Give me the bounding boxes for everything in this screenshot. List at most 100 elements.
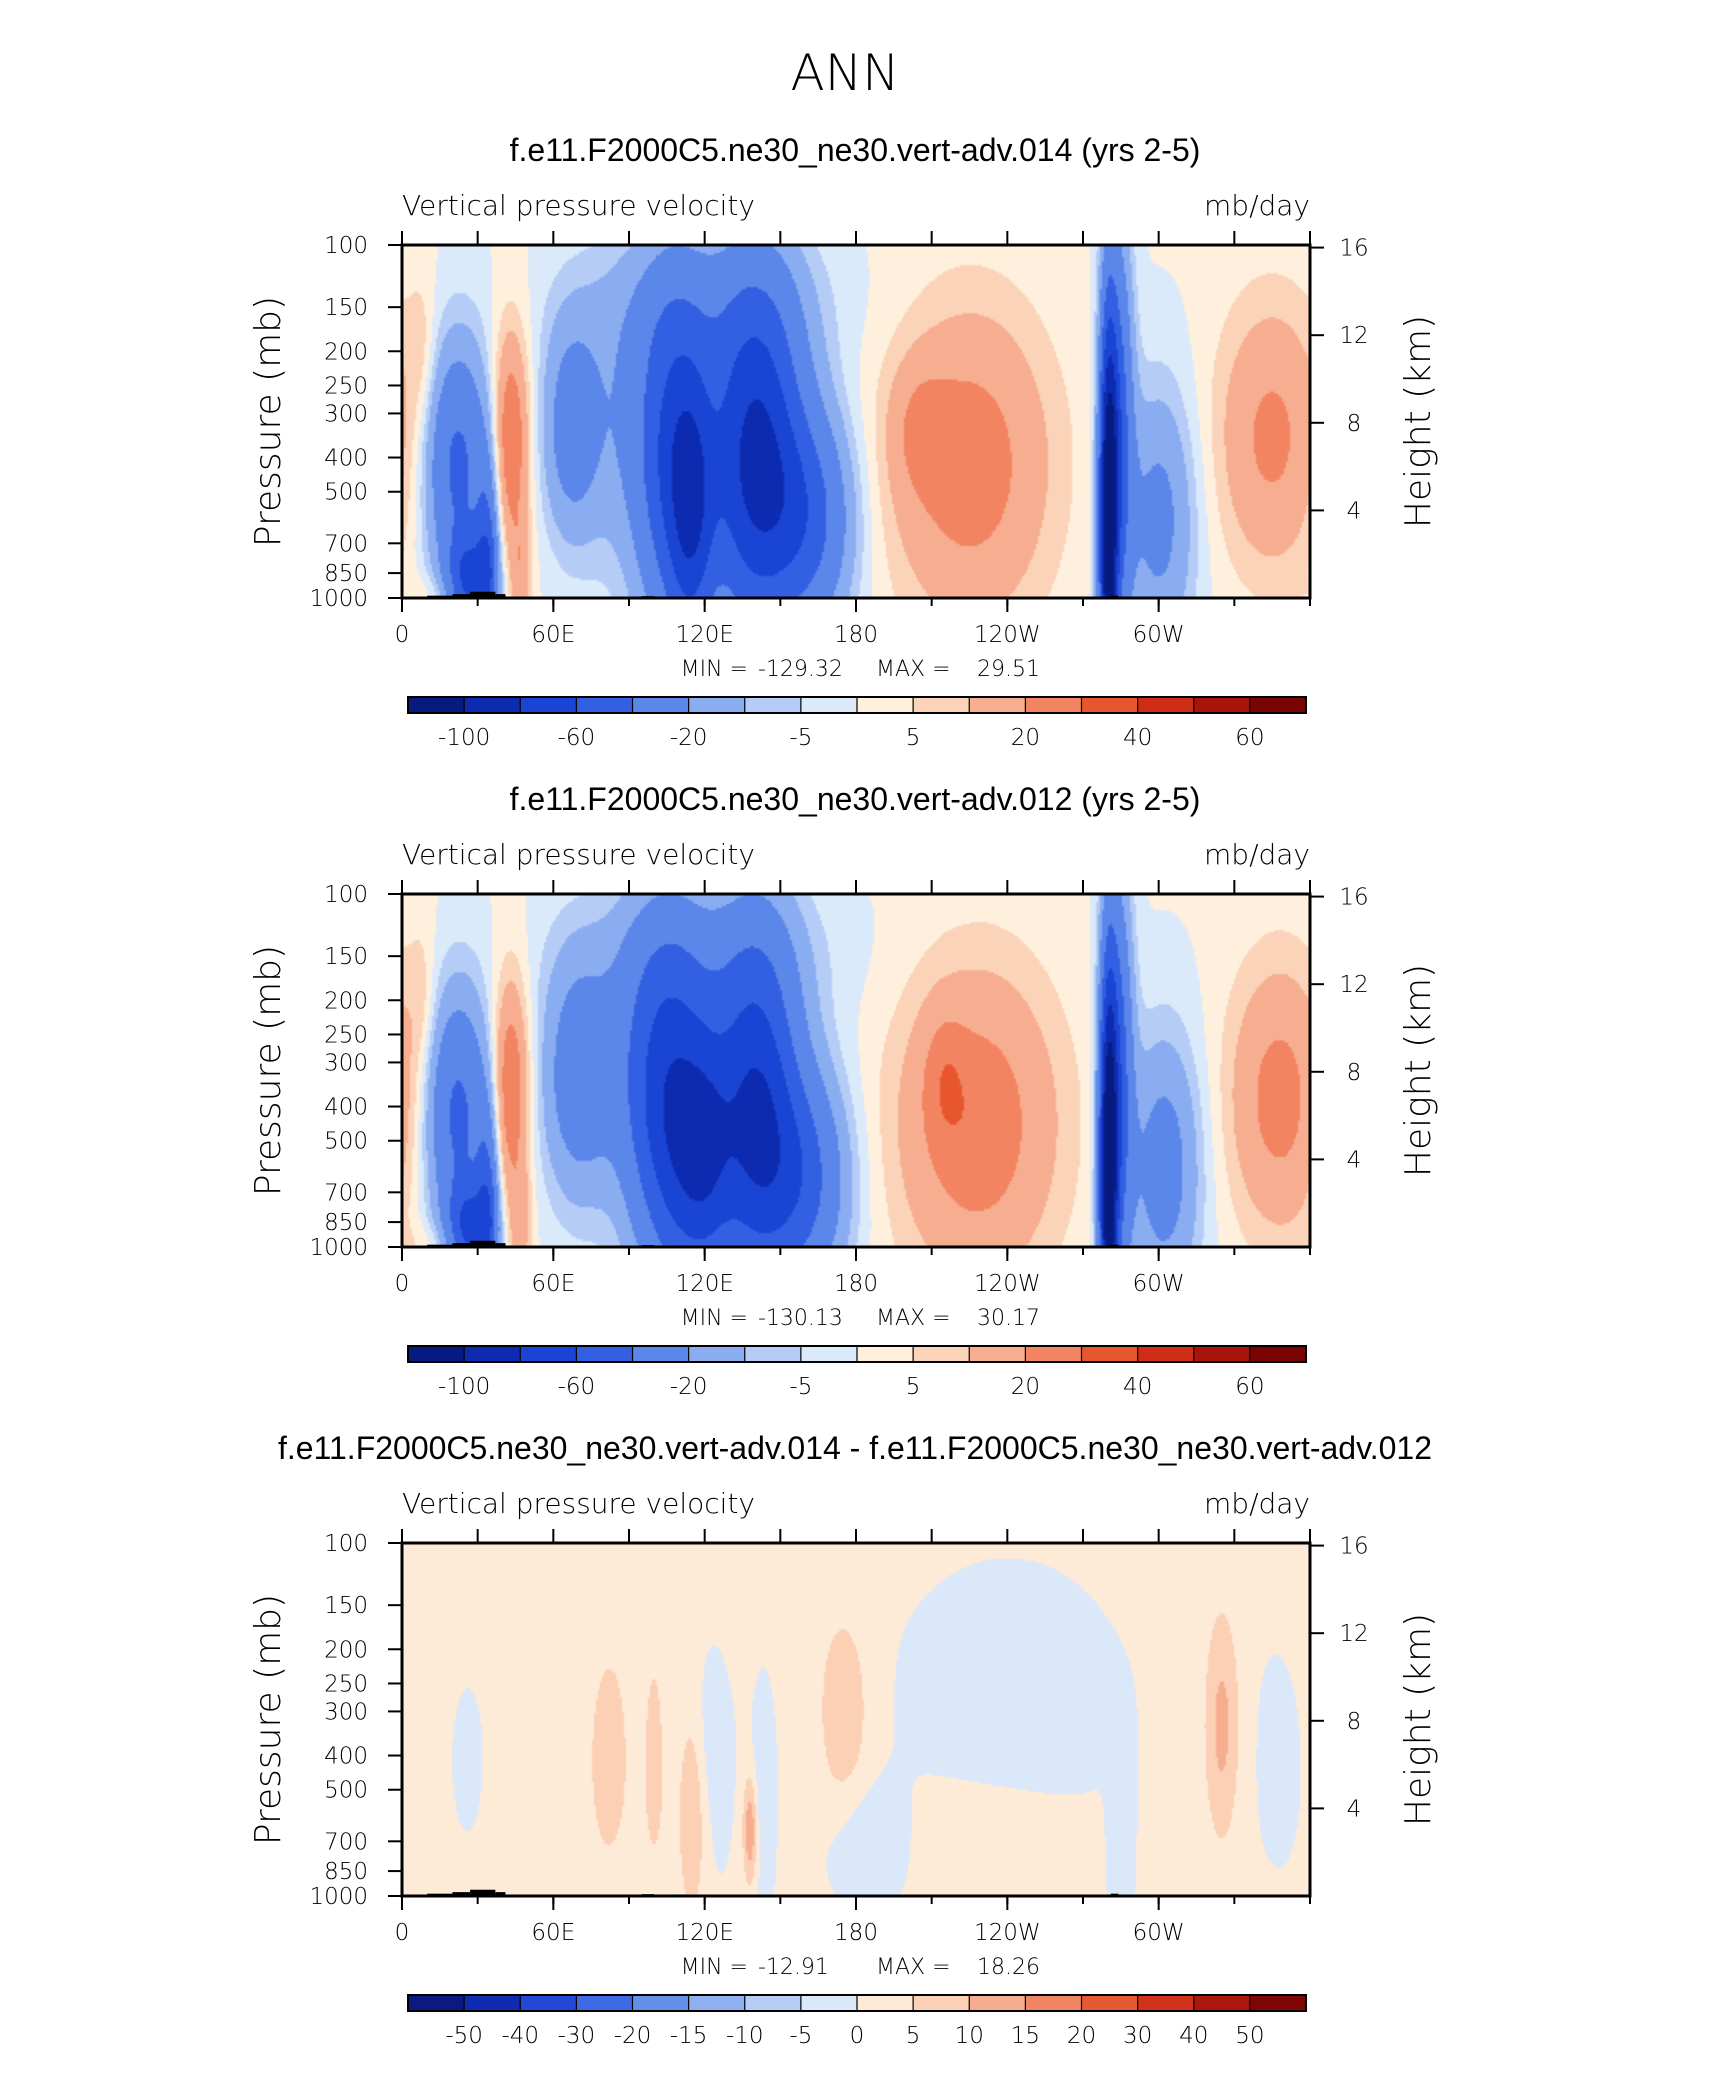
- colorbar-swatch: [800, 1995, 858, 2011]
- x-tick-label: 120W: [974, 622, 1041, 648]
- colorbar-swatch: [913, 1346, 970, 1362]
- land-block: [495, 594, 506, 598]
- y-tick-label: 1000: [309, 1235, 368, 1261]
- colorbar-swatch: [1193, 697, 1251, 713]
- colorbar-frame: [407, 1345, 1307, 1363]
- y2-tick-label: 8: [1347, 1709, 1362, 1735]
- colorbar-swatch: [688, 697, 746, 713]
- max-value: 30.17: [977, 1306, 1040, 1331]
- y-tick-label: 400: [324, 446, 368, 472]
- y-tick-label: 100: [324, 233, 368, 259]
- colorbar-swatch: [1249, 697, 1307, 713]
- contour-field: [402, 1543, 1310, 1896]
- colorbar-label: 15: [1011, 2023, 1040, 2049]
- y-tick-label: 700: [324, 1180, 368, 1206]
- min-label: MIN =: [681, 657, 748, 682]
- colorbar-swatch: [576, 697, 633, 713]
- y2-tick-label: 8: [1347, 411, 1362, 437]
- colorbar-label: -10: [726, 2023, 764, 2049]
- y-axis-height: 4 8 12 16: [1310, 236, 1369, 524]
- colorbar-swatch: [857, 697, 914, 713]
- min-label: MIN =: [681, 1306, 748, 1331]
- y-tick-label: 200: [324, 1637, 368, 1663]
- y2-axis-label: Height (km): [1398, 964, 1439, 1177]
- max-label: MAX =: [876, 1306, 951, 1331]
- colorbar-label: 20: [1011, 1374, 1040, 1400]
- y2-axis-label: Height (km): [1398, 1613, 1439, 1826]
- colorbar-swatch: [1081, 697, 1139, 713]
- colorbar-label: -5: [789, 1374, 812, 1400]
- y-tick-label: 300: [324, 1699, 368, 1725]
- colorbar-label: -20: [670, 725, 708, 751]
- colorbar-label: 40: [1179, 2023, 1208, 2049]
- colorbar-swatch: [632, 1995, 690, 2011]
- panel-1: f.e11.F2000C5.ne30_ne30.vert-adv.014 (yr…: [248, 132, 1439, 751]
- land-block: [452, 1243, 471, 1247]
- colorbar-swatch: [464, 1346, 521, 1362]
- y2-tick-label: 16: [1339, 236, 1368, 262]
- colorbar-swatch: [744, 697, 802, 713]
- y-axis-label: Pressure (mb): [248, 945, 289, 1196]
- y-tick-label: 200: [324, 339, 368, 365]
- y-tick-label: 400: [324, 1095, 368, 1121]
- y-tick-label: 100: [324, 1531, 368, 1557]
- y-tick-label: 250: [324, 1671, 368, 1697]
- colorbar-swatch: [632, 1346, 690, 1362]
- colorbar-swatch: [800, 697, 858, 713]
- min-value: -12.91: [758, 1955, 829, 1980]
- colorbar-swatch: [969, 697, 1026, 713]
- y-tick-label: 1000: [309, 1884, 368, 1910]
- colorbar-label: -50: [445, 2023, 483, 2049]
- x-tick-label: 60W: [1133, 1920, 1185, 1946]
- colorbar-swatch: [857, 1346, 914, 1362]
- y-tick-label: 100: [324, 882, 368, 908]
- colorbar: -100 -60 -20 -5 5 20 40 60: [407, 1345, 1307, 1400]
- y-tick-label: 850: [324, 1859, 368, 1885]
- y-tick-label: 300: [324, 401, 368, 427]
- colorbar-swatch: [1025, 697, 1082, 713]
- colorbar-swatch: [576, 1346, 633, 1362]
- x-tick-label: 180: [834, 1271, 878, 1297]
- land-block: [470, 1240, 496, 1247]
- colorbar: -100 -60 -20 -5 5 20 40 60: [407, 696, 1307, 751]
- colorbar-label: -100: [438, 1374, 490, 1400]
- colorbar-label: 40: [1123, 725, 1152, 751]
- colorbar-swatch: [632, 697, 690, 713]
- colorbar-swatch: [857, 1995, 914, 2011]
- colorbar-swatch: [744, 1995, 802, 2011]
- y-tick-label: 300: [324, 1050, 368, 1076]
- panel-title: f.e11.F2000C5.ne30_ne30.vert-adv.014 (yr…: [510, 132, 1201, 168]
- colorbar-swatch: [1081, 1346, 1139, 1362]
- variable-label: Vertical pressure velocity: [402, 1487, 755, 1520]
- colorbar-frame: [407, 696, 1307, 714]
- x-tick-label: 60E: [531, 622, 575, 648]
- colorbar-swatch: [520, 697, 577, 713]
- colorbar-label: 5: [906, 725, 921, 751]
- colorbar-swatch: [464, 1995, 521, 2011]
- colorbar: -50 -40 -30 -20 -15 -10 -5 0 5 10 15 20 30 40 50: [407, 1994, 1307, 2049]
- x-tick-label: 0: [395, 622, 410, 648]
- contour-field: [402, 245, 1310, 598]
- x-tick-label: 60W: [1133, 1271, 1185, 1297]
- y-tick-label: 250: [324, 373, 368, 399]
- colorbar-label: 20: [1067, 2023, 1096, 2049]
- colorbar-swatch: [1137, 1995, 1195, 2011]
- colorbar-label: -60: [558, 725, 596, 751]
- colorbar-swatch: [520, 1346, 577, 1362]
- colorbar-swatch: [1081, 1995, 1139, 2011]
- colorbar-swatch: [913, 1995, 970, 2011]
- y2-tick-label: 4: [1347, 1796, 1362, 1822]
- units-label: mb/day: [1204, 838, 1310, 871]
- colorbar-label: 60: [1235, 725, 1264, 751]
- colorbar-swatch: [408, 1995, 465, 2011]
- colorbar-swatch: [1193, 1346, 1251, 1362]
- x-tick-label: 0: [395, 1271, 410, 1297]
- x-axis: 0 60E 120E 180 120W 60W: [395, 231, 1311, 648]
- y-tick-label: 700: [324, 531, 368, 557]
- colorbar-frame: [407, 1994, 1307, 2012]
- units-label: mb/day: [1204, 1487, 1310, 1520]
